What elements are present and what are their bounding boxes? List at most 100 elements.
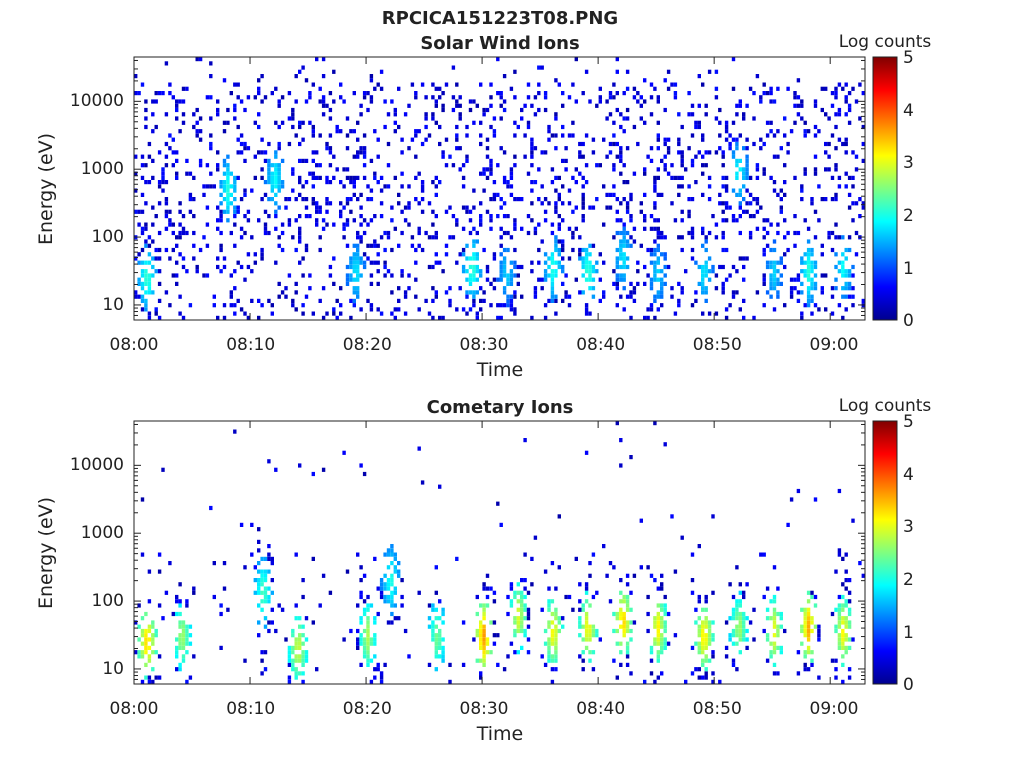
heatmap-cell (643, 281, 647, 286)
heatmap-cell (267, 628, 271, 634)
heatmap-cell (257, 633, 261, 638)
heatmap-cell (356, 641, 360, 646)
heatmap-cell (369, 218, 374, 223)
heatmap-cell (680, 209, 684, 214)
heatmap-cell (588, 277, 592, 282)
heatmap-cell (619, 599, 623, 604)
heatmap-cell (345, 264, 350, 270)
heatmap-cell (653, 252, 657, 257)
heatmap-cell (735, 103, 739, 108)
heatmap-cell (192, 654, 196, 659)
heatmap-cell (793, 91, 797, 96)
heatmap-cell (468, 281, 473, 286)
heatmap-cell (571, 175, 575, 180)
heatmap-cell (298, 230, 302, 236)
heatmap-cell (192, 230, 196, 236)
heatmap-cell (325, 201, 329, 206)
heatmap-cell (636, 141, 640, 147)
heatmap-cell (181, 120, 186, 125)
heatmap-cell (151, 205, 155, 210)
heatmap-cell (301, 662, 305, 667)
heatmap-cell (690, 247, 695, 253)
heatmap-cell (561, 256, 565, 261)
heatmap-cell (783, 628, 787, 634)
heatmap-cell (267, 167, 271, 172)
heatmap-cell (140, 230, 145, 236)
heatmap-cell (701, 675, 705, 680)
y-tick-label: 1000 (81, 159, 124, 179)
heatmap-cell (625, 607, 630, 612)
heatmap-cell (547, 586, 551, 591)
heatmap-cell (841, 662, 845, 667)
heatmap-cell (663, 603, 667, 608)
heatmap-cell (157, 180, 162, 185)
heatmap-cell (786, 230, 790, 236)
heatmap-cell (622, 91, 626, 96)
heatmap-cell (301, 184, 305, 189)
heatmap-cell (643, 192, 647, 197)
heatmap-cell (547, 124, 551, 130)
heatmap-cell (584, 307, 589, 312)
heatmap-cell (438, 315, 442, 320)
heatmap-cell (711, 620, 715, 625)
heatmap-cell (578, 154, 582, 159)
heatmap-cell (328, 590, 333, 595)
heatmap-cell (769, 273, 773, 278)
heatmap-cell (277, 175, 281, 180)
heatmap-cell (738, 205, 742, 210)
heatmap-cell (619, 218, 623, 223)
heatmap-cell (837, 303, 842, 308)
heatmap-cell (738, 628, 742, 634)
x-tick-label: 08:40 (576, 699, 625, 719)
heatmap-cell (332, 256, 336, 261)
colorbar-tick-label: 0 (903, 675, 914, 695)
heatmap-cell (383, 582, 387, 587)
heatmap-cell (748, 235, 753, 240)
heatmap-cell (164, 201, 169, 206)
heatmap-cell (619, 112, 623, 117)
heatmap-cell (653, 637, 657, 642)
heatmap-cell (520, 107, 524, 113)
heatmap-cell (499, 235, 503, 240)
heatmap-cell (591, 286, 596, 291)
heatmap-cell (441, 654, 445, 659)
heatmap-cell (233, 286, 237, 291)
heatmap-cell (564, 294, 568, 299)
heatmap-cell (362, 133, 367, 138)
heatmap-cell (349, 180, 353, 185)
heatmap-cell (407, 286, 411, 291)
heatmap-cell (253, 565, 257, 570)
heatmap-cell (393, 616, 397, 621)
heatmap-cell (660, 607, 664, 612)
heatmap-cell (304, 243, 309, 248)
heatmap-cell (181, 226, 186, 231)
heatmap-cell (660, 616, 664, 621)
heatmap-cell (803, 129, 807, 134)
heatmap-cell (520, 624, 524, 629)
heatmap-cell (707, 197, 712, 202)
heatmap-cell (356, 290, 360, 295)
heatmap-cell (581, 667, 585, 672)
heatmap-cell (393, 565, 397, 570)
heatmap-cell (219, 209, 223, 214)
heatmap-cell (806, 252, 811, 257)
heatmap-cell (598, 163, 602, 168)
heatmap-cell (803, 611, 807, 617)
heatmap-cell (369, 197, 374, 202)
heatmap-cell (742, 167, 746, 172)
heatmap-cell (151, 667, 155, 672)
heatmap-cell (817, 628, 821, 634)
heatmap-cell (298, 633, 302, 638)
heatmap-cell (707, 628, 712, 634)
heatmap-cell (147, 277, 152, 282)
heatmap-cell (513, 154, 517, 159)
heatmap-cell (765, 607, 770, 612)
heatmap-cell (704, 594, 708, 600)
heatmap-cell (175, 599, 179, 604)
heatmap-cell (789, 290, 794, 295)
heatmap-cell (325, 311, 329, 316)
heatmap-cell (513, 69, 517, 74)
heatmap-cell (233, 175, 237, 180)
heatmap-cell (537, 260, 541, 265)
heatmap-cell (267, 556, 271, 561)
